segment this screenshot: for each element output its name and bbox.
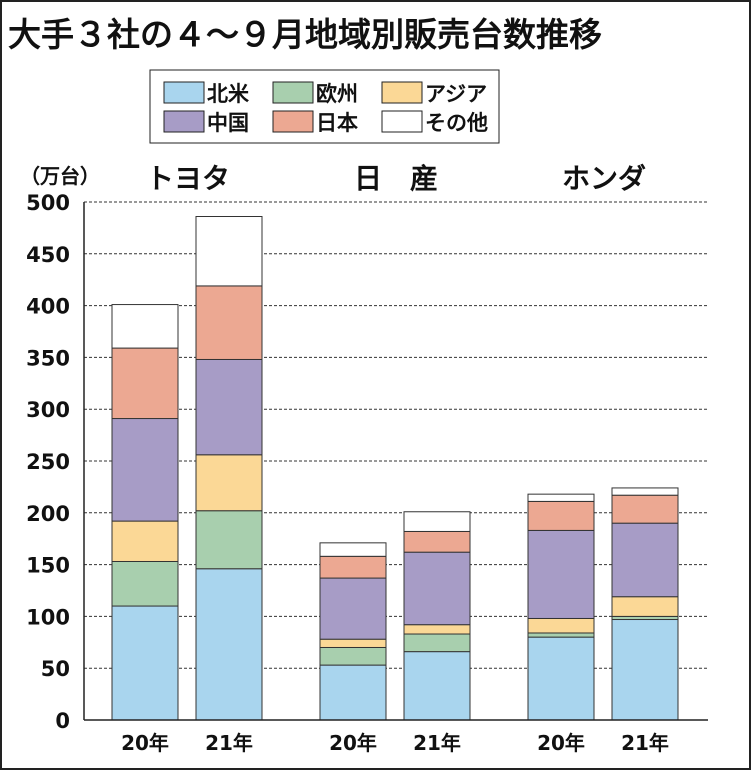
- legend-swatch: [272, 110, 314, 133]
- x-tick-label: 20年: [121, 731, 169, 755]
- x-tick-label: 20年: [329, 731, 377, 755]
- bar-segment: [111, 418, 179, 522]
- legend-swatch: [381, 110, 423, 133]
- y-tick-label: 500: [26, 191, 70, 215]
- bar-segment: [319, 555, 387, 579]
- bar-segment: [403, 651, 471, 721]
- bar-segment: [319, 664, 387, 721]
- bar-segment: [319, 542, 387, 557]
- bar-segment: [111, 304, 179, 349]
- bar-segment: [195, 216, 263, 287]
- y-tick-label: 350: [26, 346, 70, 370]
- legend-swatch: [163, 81, 205, 104]
- bar-segment: [195, 510, 263, 570]
- bar-segment: [111, 520, 179, 562]
- y-tick-label: 300: [26, 398, 70, 422]
- bar-segment: [111, 605, 179, 721]
- bar-segment: [611, 487, 679, 496]
- chart-title: 大手３社の４〜９月地域別販売台数推移: [8, 15, 602, 54]
- legend-swatch: [163, 110, 205, 133]
- legend-swatch: [272, 81, 314, 104]
- group-label: トヨタ: [146, 162, 230, 195]
- bar-segment: [403, 530, 471, 553]
- bar-segment: [319, 638, 387, 648]
- y-tick-label: 450: [26, 243, 70, 267]
- legend-label: アジア: [425, 82, 487, 106]
- bar-segment: [527, 493, 595, 502]
- legend-label: 中国: [207, 111, 249, 135]
- y-tick-label: 250: [26, 450, 70, 474]
- bar-segment: [403, 633, 471, 653]
- bar-segment: [403, 511, 471, 532]
- bar-segment: [611, 619, 679, 721]
- legend-box: [149, 69, 500, 144]
- bar-segment: [527, 529, 595, 619]
- legend-label: 北米: [207, 82, 250, 106]
- bar-segment: [195, 358, 263, 456]
- group-label: 日 産: [354, 162, 438, 195]
- bar-segment: [195, 285, 263, 360]
- legend-swatch: [381, 81, 423, 104]
- bar-segment: [611, 596, 679, 617]
- y-tick-label: 150: [26, 554, 70, 578]
- x-tick-label: 21年: [205, 731, 253, 755]
- bar-segment: [527, 636, 595, 721]
- group-label: ホンダ: [562, 162, 646, 195]
- bar-segment: [611, 494, 679, 524]
- y-axis-label: （万台）: [20, 164, 100, 188]
- legend-label: 日本: [316, 111, 358, 135]
- bar-segment: [527, 500, 595, 531]
- bar-segment: [111, 347, 179, 420]
- x-tick-label: 21年: [621, 731, 669, 755]
- x-tick-label: 20年: [537, 731, 585, 755]
- bar-segment: [319, 646, 387, 666]
- bar-segment: [611, 522, 679, 598]
- x-tick-label: 21年: [413, 731, 461, 755]
- y-tick-label: 100: [26, 605, 70, 629]
- bar-segment: [195, 454, 263, 512]
- y-tick-label: 0: [55, 709, 70, 733]
- y-tick-label: 200: [26, 502, 70, 526]
- bar-segment: [111, 560, 179, 607]
- bar-segment: [403, 624, 471, 635]
- legend-label: 欧州: [316, 82, 358, 106]
- legend-label: その他: [425, 111, 488, 135]
- bar-segment: [403, 551, 471, 626]
- y-tick-label: 400: [26, 295, 70, 319]
- bar-segment: [527, 632, 595, 638]
- bar-segment: [527, 617, 595, 634]
- bar-segment: [319, 577, 387, 640]
- bar-segment: [195, 568, 263, 721]
- y-tick-label: 50: [41, 657, 70, 681]
